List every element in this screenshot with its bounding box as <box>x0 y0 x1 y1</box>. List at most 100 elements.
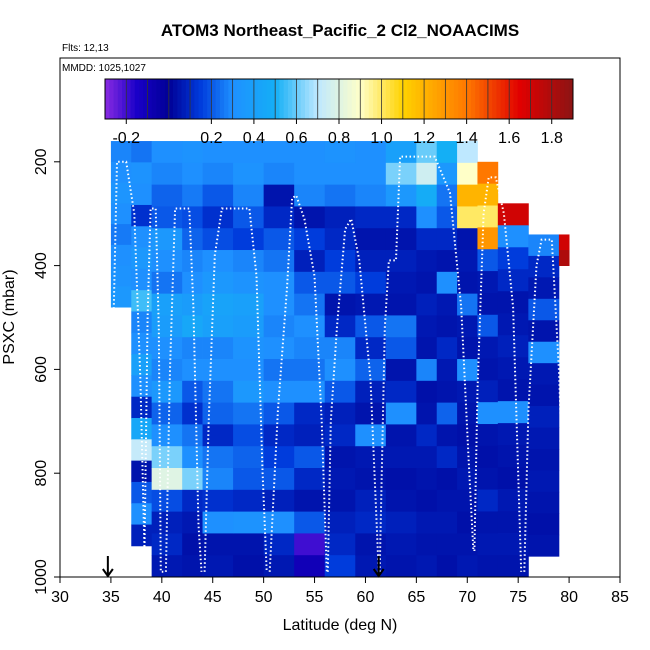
heatmap-cell <box>477 511 499 534</box>
heatmap-cell <box>151 424 183 447</box>
colorbar-segment <box>496 79 502 119</box>
colorbar-segment <box>347 79 353 119</box>
x-tick-label: 30 <box>51 589 69 606</box>
heatmap-cell <box>416 293 438 316</box>
heatmap-cell <box>416 141 438 164</box>
heatmap-cell <box>436 359 458 382</box>
heatmap-cell <box>416 359 438 382</box>
heatmap-cell <box>294 424 326 447</box>
x-axis-label: Latitude (deg N) <box>283 617 398 634</box>
heatmap-cell <box>202 293 234 316</box>
heatmap-cell <box>355 489 387 513</box>
heatmap-cell <box>131 311 153 334</box>
colorbar-segment <box>385 79 391 119</box>
flight-profile-line <box>523 238 567 572</box>
heatmap-cell <box>151 293 183 316</box>
heatmap-cell <box>324 250 356 273</box>
heatmap-cell <box>294 511 326 534</box>
heatmap-cell <box>497 533 529 556</box>
heatmap-cell <box>202 446 234 469</box>
colorbar-tick-label: -0.2 <box>112 130 140 147</box>
colorbar-segment <box>185 79 191 119</box>
heatmap-cell <box>110 224 132 246</box>
colorbar-segment <box>292 79 297 119</box>
heatmap-cell <box>436 337 458 360</box>
heatmap-cell <box>182 184 203 207</box>
heatmap-cell <box>263 271 295 295</box>
heatmap-cell <box>294 337 326 360</box>
colorbar-segment <box>130 79 136 119</box>
heatmap-cell <box>436 315 458 338</box>
heatmap-cell <box>436 555 458 578</box>
heatmap-cell <box>436 533 458 556</box>
colorbar-segment <box>466 79 472 119</box>
heatmap-cell <box>233 337 265 360</box>
heatmap-cell <box>457 468 478 491</box>
heatmap-cell <box>294 468 326 491</box>
colorbar-segment <box>334 79 340 119</box>
colorbar-tick-label: 1.6 <box>498 130 520 147</box>
latitude-arrows <box>102 556 385 578</box>
heatmap-cell <box>385 141 417 164</box>
heatmap-cell <box>385 184 417 207</box>
heatmap-cell <box>233 250 265 273</box>
heatmap-cell <box>457 228 478 251</box>
heatmap-cell <box>182 402 203 425</box>
heatmap-cell <box>294 228 326 251</box>
x-tick-label: 60 <box>357 589 375 606</box>
colorbar-segment <box>215 79 221 119</box>
heatmap-cell <box>131 503 153 525</box>
heatmap-cell <box>263 359 295 382</box>
x-tick-label: 40 <box>153 589 171 606</box>
colorbar-segment <box>483 79 489 119</box>
colorbar-segment <box>547 79 553 119</box>
heatmap-cell <box>233 206 265 229</box>
colorbar-segment <box>249 79 255 119</box>
heatmap-cell <box>385 250 417 273</box>
heatmap-cell <box>151 315 183 338</box>
colorbar-segment <box>419 79 425 119</box>
heatmap-cell <box>528 320 560 343</box>
x-tick-label: 80 <box>560 589 578 606</box>
heatmap-cell <box>151 141 183 164</box>
heatmap-cell <box>497 225 529 248</box>
heatmap-cell <box>151 337 183 360</box>
heatmap-cell <box>324 533 356 556</box>
heatmap-cell <box>457 315 478 338</box>
heatmap-cell <box>497 313 529 336</box>
heatmap-cell <box>324 489 356 513</box>
heatmap-cell <box>182 555 203 578</box>
colorbar-segment <box>530 79 536 119</box>
heatmap-cell <box>233 359 265 382</box>
heatmap-cell <box>477 249 499 272</box>
colorbar-segment <box>304 79 310 119</box>
heatmap-cell <box>294 489 326 513</box>
heatmap-cell <box>436 293 458 316</box>
heatmap-cell <box>416 162 438 186</box>
heatmap-cell <box>436 511 458 534</box>
colorbar-segment <box>462 79 468 119</box>
colorbar-segment <box>560 79 565 119</box>
heatmap-cell <box>436 184 458 207</box>
heatmap-cell <box>202 337 234 360</box>
heatmap-cell <box>355 511 387 534</box>
heatmap-cell <box>233 184 265 207</box>
heatmap-cell <box>457 359 478 382</box>
heatmap-cell <box>355 271 387 295</box>
colorbar-segment <box>390 79 395 119</box>
heatmap-cell <box>233 555 265 578</box>
x-tick-label: 50 <box>255 589 273 606</box>
heatmap-cell <box>233 468 265 491</box>
heatmap-cell <box>233 489 265 513</box>
colorbar-segment <box>190 79 195 119</box>
heatmap-cell <box>385 228 417 251</box>
heatmap-cell <box>416 271 438 295</box>
heatmap-cell <box>416 424 438 447</box>
colorbar-segment <box>394 79 399 119</box>
heatmap-cell <box>182 511 203 534</box>
heatmap-cell <box>263 184 295 207</box>
heatmap-cell <box>497 445 529 468</box>
colorbar-segment <box>330 79 336 119</box>
heatmap-cell <box>233 511 265 534</box>
heatmap-cell <box>263 141 295 164</box>
